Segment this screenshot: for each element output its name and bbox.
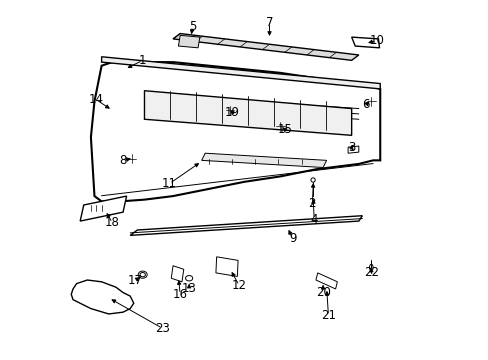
Text: 21: 21 [320,309,335,322]
Polygon shape [80,196,126,221]
Polygon shape [144,91,351,135]
Text: 3: 3 [347,141,355,154]
Polygon shape [216,257,238,276]
Polygon shape [102,57,380,89]
Text: 18: 18 [104,216,120,229]
Text: 10: 10 [368,34,384,47]
Text: 4: 4 [310,213,317,226]
Text: 9: 9 [288,233,296,246]
Text: 16: 16 [172,288,187,301]
Polygon shape [347,146,358,153]
Polygon shape [130,216,362,235]
Polygon shape [201,153,326,167]
Polygon shape [315,273,337,289]
Text: 1: 1 [139,54,146,67]
Text: 5: 5 [189,20,196,33]
Text: 14: 14 [88,93,103,106]
Polygon shape [178,35,200,48]
Text: 8: 8 [119,154,126,167]
Text: 11: 11 [162,177,177,190]
Text: 12: 12 [231,279,246,292]
Text: 23: 23 [155,322,169,335]
Polygon shape [173,33,358,60]
Polygon shape [71,280,134,314]
Text: 13: 13 [182,283,196,296]
Text: 22: 22 [363,266,378,279]
Polygon shape [91,60,380,202]
Polygon shape [351,37,379,48]
Text: 17: 17 [128,274,143,287]
Polygon shape [171,266,183,282]
Text: 15: 15 [278,123,292,136]
Text: 20: 20 [315,286,330,299]
Text: 2: 2 [308,197,315,210]
Text: 19: 19 [224,105,239,119]
Text: 6: 6 [362,99,369,112]
Text: 7: 7 [265,16,273,29]
